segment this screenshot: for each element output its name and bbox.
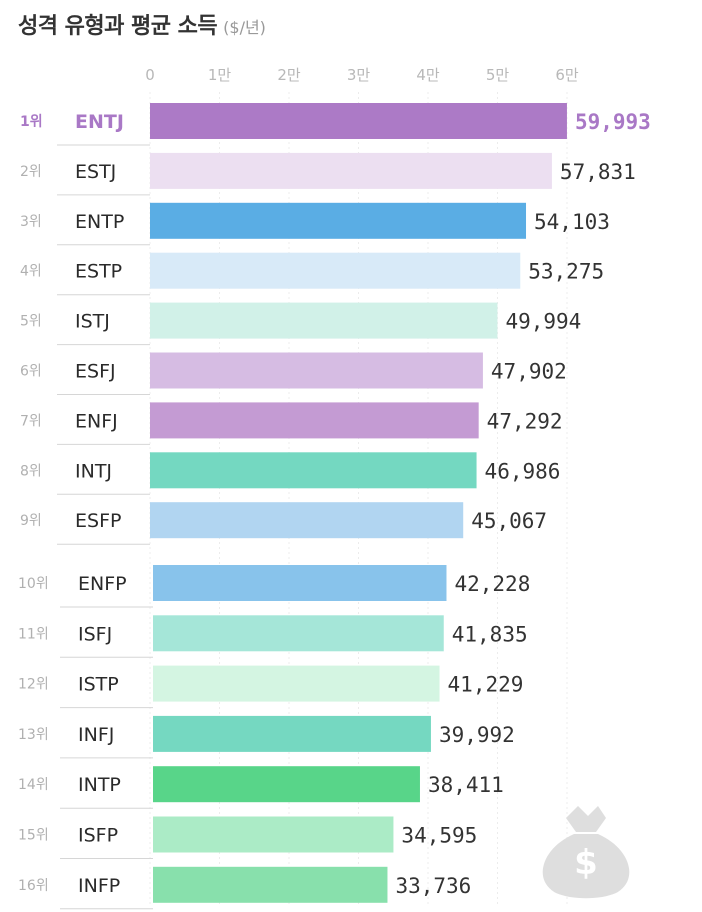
bar-row: 15위 ISFP 34,595 bbox=[18, 816, 477, 859]
data-label: 45,067 bbox=[471, 509, 547, 533]
bar-row: 12위 ISTP 41,229 bbox=[18, 665, 524, 709]
rank-label: 3위 bbox=[20, 214, 42, 230]
data-label: 39,992 bbox=[439, 723, 515, 747]
x-tick-label: 4만 bbox=[416, 66, 440, 84]
category-label: ENFJ bbox=[75, 410, 118, 432]
rank-label: 12위 bbox=[18, 677, 49, 693]
rank-label: 2위 bbox=[20, 164, 42, 180]
chart-title-block: 성격 유형과 평균 소득 ($/년) bbox=[18, 8, 266, 42]
rank-label: 4위 bbox=[20, 264, 42, 280]
rank-label: 1위 bbox=[20, 114, 43, 130]
bar-rows: 1위 ENTJ 59,993 2위 ESTJ 57,831 3위 ENTP 54,103 4위 ES… bbox=[18, 103, 651, 910]
data-label: 38,411 bbox=[428, 773, 504, 797]
category-label: ISFP bbox=[78, 825, 118, 847]
category-label: ISTP bbox=[78, 674, 119, 696]
category-label: ENFP bbox=[78, 573, 127, 595]
category-label: INFP bbox=[78, 875, 120, 897]
data-label: 59,993 bbox=[575, 110, 651, 134]
category-label: ESTP bbox=[75, 261, 122, 283]
bar-row: 3위 ENTP 54,103 bbox=[20, 202, 610, 246]
bar-row: 9위 ESFP 45,067 bbox=[20, 502, 547, 545]
x-tick-label: 1만 bbox=[208, 66, 232, 84]
bar bbox=[150, 152, 552, 189]
category-label: INFJ bbox=[78, 724, 114, 746]
money-bag-icon: $ bbox=[542, 806, 630, 899]
bar-row: 10위 ENFP 42,228 bbox=[18, 565, 530, 608]
chart-title: 성격 유형과 평균 소득 bbox=[18, 14, 218, 39]
category-label: ENTP bbox=[75, 211, 124, 233]
data-label: 47,292 bbox=[487, 409, 563, 433]
data-label: 54,103 bbox=[534, 210, 610, 234]
category-label: ESFJ bbox=[75, 361, 116, 383]
category-label: ISTJ bbox=[75, 311, 110, 333]
dollar-sign: $ bbox=[574, 843, 598, 883]
bar-row: 14위 INTP 38,411 bbox=[18, 766, 504, 809]
bar-row: 4위 ESTP 53,275 bbox=[20, 252, 604, 296]
category-label: INTP bbox=[78, 774, 121, 796]
rank-label: 10위 bbox=[18, 576, 49, 592]
x-tick-label: 0 bbox=[145, 66, 155, 84]
rank-label: 14위 bbox=[18, 777, 49, 793]
bar bbox=[150, 202, 527, 239]
category-label: ESFP bbox=[75, 510, 121, 532]
rank-label: 13위 bbox=[18, 727, 49, 743]
data-label: 42,228 bbox=[454, 572, 530, 596]
bar bbox=[150, 502, 464, 539]
bar bbox=[153, 565, 447, 601]
rank-label: 5위 bbox=[20, 314, 42, 330]
x-tick-label: 6만 bbox=[555, 66, 579, 84]
category-label: INTJ bbox=[75, 460, 112, 482]
bar bbox=[150, 252, 521, 289]
bar-row: 7위 ENFJ 47,292 bbox=[20, 402, 563, 445]
bar-row: 2위 ESTJ 57,831 bbox=[20, 152, 636, 196]
bar bbox=[153, 766, 420, 803]
bar bbox=[150, 452, 477, 489]
x-tick-label: 2만 bbox=[277, 66, 301, 84]
bar-row: 6위 ESFJ 47,902 bbox=[20, 352, 567, 395]
category-label: ENTJ bbox=[75, 111, 124, 133]
rank-label: 6위 bbox=[20, 364, 42, 380]
data-label: 47,902 bbox=[491, 360, 567, 384]
bar-row: 16위 INFP 33,736 bbox=[18, 866, 471, 910]
bar-row: 11위 ISFJ 41,835 bbox=[18, 615, 528, 658]
bar-row: 8위 INTJ 46,986 bbox=[20, 452, 561, 495]
x-tick-label: 5만 bbox=[486, 66, 510, 84]
data-label: 53,275 bbox=[528, 260, 604, 284]
data-label: 41,835 bbox=[452, 622, 528, 646]
rank-label: 11위 bbox=[18, 626, 49, 642]
category-label: ISFJ bbox=[78, 623, 112, 645]
bar bbox=[153, 816, 394, 853]
data-label: 49,994 bbox=[505, 310, 581, 334]
category-label: ESTJ bbox=[75, 161, 116, 183]
bar bbox=[153, 615, 444, 652]
bar bbox=[153, 715, 431, 752]
rank-label: 15위 bbox=[18, 828, 49, 844]
data-label: 57,831 bbox=[560, 160, 636, 184]
chart-unit: ($/년) bbox=[223, 18, 266, 37]
bar bbox=[153, 665, 440, 702]
data-label: 33,736 bbox=[395, 874, 471, 898]
bar bbox=[150, 352, 483, 389]
bar bbox=[150, 302, 498, 339]
data-label: 34,595 bbox=[401, 824, 477, 848]
bar bbox=[150, 103, 567, 139]
bar bbox=[153, 866, 388, 903]
rank-label: 7위 bbox=[20, 413, 42, 429]
bar bbox=[150, 402, 479, 439]
bar-row: 1위 ENTJ 59,993 bbox=[20, 103, 651, 146]
data-label: 46,986 bbox=[485, 459, 561, 483]
rank-label: 9위 bbox=[20, 513, 42, 529]
bar-row: 13위 INFJ 39,992 bbox=[18, 715, 515, 759]
x-axis-ticks: 0 1만 2만 3만 4만 5만 6만 bbox=[145, 66, 579, 84]
bar-row: 5위 ISTJ 49,994 bbox=[20, 302, 581, 346]
rank-label: 16위 bbox=[18, 878, 49, 894]
x-tick-label: 3만 bbox=[347, 66, 371, 84]
rank-label: 8위 bbox=[20, 463, 42, 479]
data-label: 41,229 bbox=[448, 673, 524, 697]
